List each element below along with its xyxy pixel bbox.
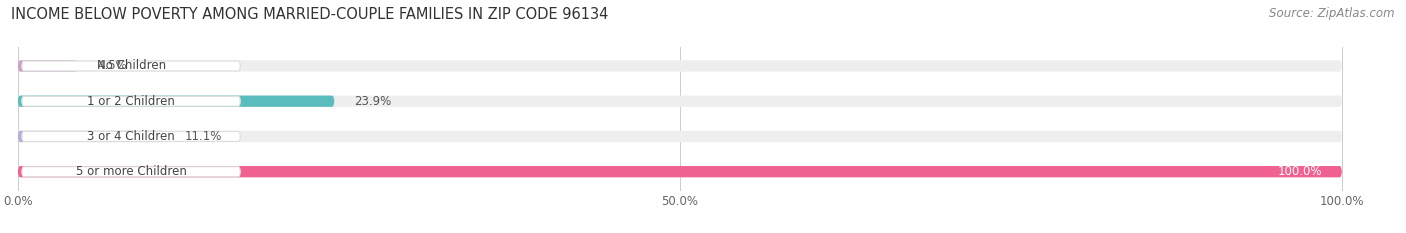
Text: No Children: No Children xyxy=(97,59,166,72)
Text: 3 or 4 Children: 3 or 4 Children xyxy=(87,130,174,143)
FancyBboxPatch shape xyxy=(18,166,1341,177)
Text: 100.0%: 100.0% xyxy=(1278,165,1322,178)
Text: INCOME BELOW POVERTY AMONG MARRIED-COUPLE FAMILIES IN ZIP CODE 96134: INCOME BELOW POVERTY AMONG MARRIED-COUPL… xyxy=(11,7,609,22)
FancyBboxPatch shape xyxy=(18,166,1341,177)
Text: 4.5%: 4.5% xyxy=(97,59,127,72)
FancyBboxPatch shape xyxy=(22,96,240,106)
FancyBboxPatch shape xyxy=(22,61,240,71)
Text: 1 or 2 Children: 1 or 2 Children xyxy=(87,95,174,108)
FancyBboxPatch shape xyxy=(18,96,335,107)
Text: 23.9%: 23.9% xyxy=(354,95,391,108)
FancyBboxPatch shape xyxy=(18,60,77,72)
Text: 11.1%: 11.1% xyxy=(184,130,222,143)
FancyBboxPatch shape xyxy=(18,60,1341,72)
FancyBboxPatch shape xyxy=(18,131,165,142)
FancyBboxPatch shape xyxy=(22,131,240,141)
Text: 5 or more Children: 5 or more Children xyxy=(76,165,187,178)
FancyBboxPatch shape xyxy=(22,167,240,177)
Text: Source: ZipAtlas.com: Source: ZipAtlas.com xyxy=(1270,7,1395,20)
FancyBboxPatch shape xyxy=(18,96,1341,107)
FancyBboxPatch shape xyxy=(18,131,1341,142)
